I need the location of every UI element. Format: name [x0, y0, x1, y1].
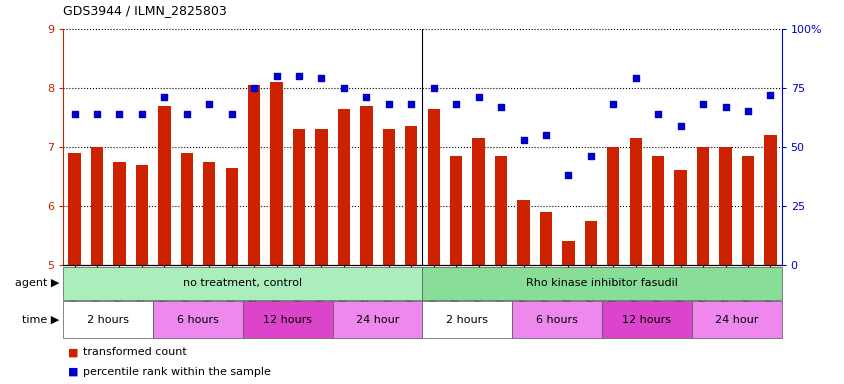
Bar	[718, 147, 731, 384]
Text: no treatment, control: no treatment, control	[183, 278, 302, 288]
Bar	[691, 301, 781, 338]
Bar	[68, 153, 81, 384]
Bar	[136, 165, 148, 384]
Point	[404, 101, 418, 108]
Bar	[674, 170, 686, 384]
Bar	[153, 301, 243, 338]
Point	[203, 101, 216, 108]
Text: 24 hour: 24 hour	[355, 314, 399, 325]
Text: percentile rank within the sample: percentile rank within the sample	[83, 367, 270, 377]
Point	[538, 132, 552, 138]
Point	[606, 101, 619, 108]
Bar	[338, 109, 349, 384]
Bar	[652, 156, 663, 384]
Bar	[360, 106, 372, 384]
Bar	[696, 147, 708, 384]
Bar	[293, 129, 305, 384]
Bar	[427, 109, 440, 384]
Point	[561, 172, 575, 178]
Point	[180, 111, 193, 117]
Point	[583, 153, 597, 159]
Bar	[584, 221, 597, 384]
Text: 12 hours: 12 hours	[622, 314, 671, 325]
Point	[269, 73, 283, 79]
Bar	[63, 267, 422, 300]
Bar	[333, 301, 422, 338]
Text: ■: ■	[68, 347, 78, 357]
Bar	[601, 301, 691, 338]
Bar	[472, 138, 484, 384]
Text: 24 hour: 24 hour	[714, 314, 758, 325]
Text: 6 hours: 6 hours	[536, 314, 577, 325]
Point	[381, 101, 395, 108]
Bar	[63, 301, 153, 338]
Bar	[158, 106, 170, 384]
Bar	[243, 301, 333, 338]
Text: GDS3944 / ILMN_2825803: GDS3944 / ILMN_2825803	[63, 4, 227, 17]
Point	[651, 111, 664, 117]
Text: 6 hours: 6 hours	[177, 314, 219, 325]
Bar	[404, 126, 417, 384]
Text: ■: ■	[68, 367, 78, 377]
Bar	[113, 162, 126, 384]
Bar	[450, 156, 462, 384]
Bar	[511, 301, 601, 338]
Bar	[422, 267, 781, 300]
Point	[517, 137, 530, 143]
Point	[90, 111, 104, 117]
Point	[158, 94, 171, 100]
Bar	[382, 129, 394, 384]
Bar	[315, 129, 327, 384]
Bar	[181, 153, 192, 384]
Bar	[606, 147, 619, 384]
Point	[695, 101, 709, 108]
Point	[314, 75, 327, 81]
Point	[68, 111, 81, 117]
Bar	[539, 212, 551, 384]
Point	[740, 108, 754, 114]
Bar	[422, 301, 511, 338]
Point	[292, 73, 306, 79]
Text: 2 hours: 2 hours	[446, 314, 488, 325]
Point	[337, 85, 350, 91]
Bar	[629, 138, 641, 384]
Bar	[91, 147, 103, 384]
Point	[673, 122, 686, 129]
Text: Rho kinase inhibitor fasudil: Rho kinase inhibitor fasudil	[526, 278, 677, 288]
Bar	[495, 156, 506, 384]
Point	[247, 85, 261, 91]
Point	[360, 94, 373, 100]
Point	[426, 85, 440, 91]
Bar	[247, 85, 260, 384]
Bar	[225, 167, 238, 384]
Text: 2 hours: 2 hours	[87, 314, 129, 325]
Bar	[763, 135, 776, 384]
Point	[135, 111, 149, 117]
Text: time ▶: time ▶	[22, 314, 59, 325]
Point	[225, 111, 238, 117]
Point	[449, 101, 463, 108]
Text: agent ▶: agent ▶	[14, 278, 59, 288]
Point	[628, 75, 641, 81]
Point	[718, 104, 732, 110]
Point	[471, 94, 484, 100]
Bar	[270, 82, 283, 384]
Text: transformed count: transformed count	[83, 347, 187, 357]
Bar	[561, 242, 574, 384]
Text: 12 hours: 12 hours	[263, 314, 312, 325]
Point	[112, 111, 126, 117]
Bar	[741, 156, 753, 384]
Bar	[203, 162, 215, 384]
Point	[763, 92, 776, 98]
Point	[494, 104, 507, 110]
Bar	[517, 200, 529, 384]
